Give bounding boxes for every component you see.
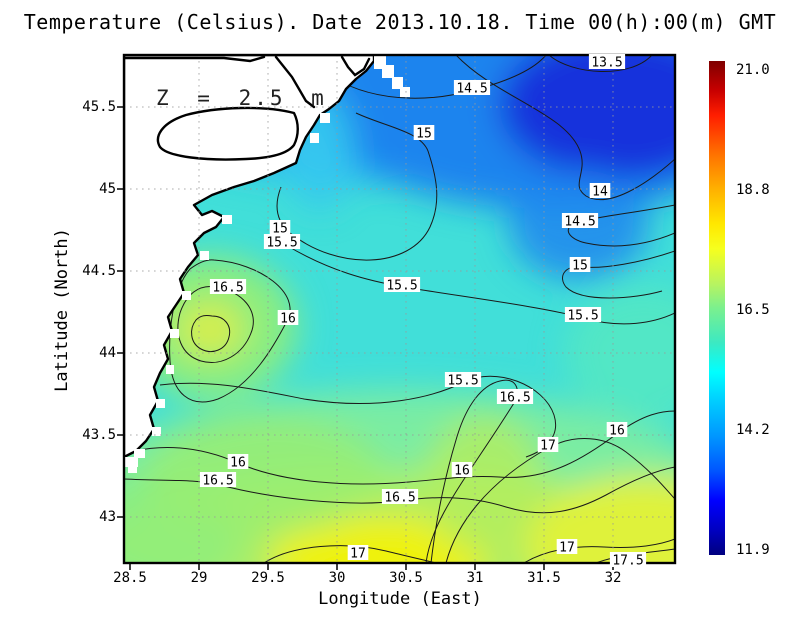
contour-label: 16.5 bbox=[499, 391, 530, 406]
contour-label: 15.5 bbox=[567, 309, 598, 324]
x-axis-label: Longitude (East) bbox=[318, 589, 482, 609]
y-tick-label: 43 bbox=[99, 509, 116, 525]
contour-label: 15 bbox=[572, 259, 588, 274]
contour-label: 16 bbox=[454, 464, 470, 479]
contour-label-bg bbox=[383, 277, 421, 292]
x-tick-label: 31 bbox=[466, 570, 484, 586]
contour-label-bg bbox=[347, 545, 369, 560]
contour-label-bg bbox=[269, 220, 291, 235]
contour-label: 14.5 bbox=[456, 82, 487, 97]
contour-label-bg bbox=[556, 539, 578, 554]
contour-label-bg bbox=[537, 437, 559, 452]
contour-label: 16.5 bbox=[384, 491, 415, 506]
contour-label-bg bbox=[277, 310, 299, 325]
contour-label: 17 bbox=[350, 547, 366, 562]
contour-label: 16 bbox=[230, 456, 246, 471]
depth-annotation: Z = 2.5 m bbox=[156, 86, 327, 110]
contour-label-bg bbox=[413, 125, 435, 140]
contour-label-bg bbox=[609, 552, 647, 567]
contour-label-bg bbox=[569, 257, 591, 272]
no-data-cells bbox=[124, 55, 410, 473]
contour-label: 17.5 bbox=[612, 554, 643, 569]
contour-label: 14 bbox=[592, 185, 608, 200]
plot-title: Temperature (Celsius). Date 2013.10.18. … bbox=[23, 10, 777, 34]
contour-label-bg bbox=[227, 454, 249, 469]
gridlines bbox=[124, 55, 675, 563]
colorbar bbox=[709, 61, 725, 555]
contour-label-bg bbox=[588, 54, 626, 69]
contour-label-bg bbox=[496, 389, 534, 404]
x-tick-label: 30.5 bbox=[389, 570, 423, 586]
contour-labels: 13.514.5151414.5151515.516.51615.515.515… bbox=[199, 54, 647, 569]
contour-label-bg bbox=[209, 279, 247, 294]
contour-label: 16 bbox=[280, 312, 296, 327]
colorbar-tick-label: 18.8 bbox=[736, 182, 770, 198]
x-tick-label: 32 bbox=[604, 570, 622, 586]
contour-label-bg bbox=[263, 234, 301, 249]
contour-label: 15 bbox=[272, 222, 288, 237]
contour-label-bg bbox=[589, 183, 611, 198]
contour-label: 16 bbox=[609, 424, 625, 439]
contour-label: 15 bbox=[416, 127, 432, 142]
plot-frame bbox=[122, 53, 677, 565]
y-tick-label: 44 bbox=[99, 345, 116, 361]
x-tick-label: 28.5 bbox=[113, 570, 147, 586]
x-tick-label: 29.5 bbox=[251, 570, 285, 586]
contour-label-bg bbox=[606, 422, 628, 437]
y-axis-label-text: Latitude (North) bbox=[52, 228, 72, 392]
contour-label-bg bbox=[381, 489, 419, 504]
contour-label: 16.5 bbox=[202, 474, 233, 489]
contour-label: 16.5 bbox=[212, 281, 243, 296]
y-tick-label: 43.5 bbox=[82, 427, 116, 443]
contour-label-bg bbox=[561, 213, 599, 228]
y-tick-label: 45.5 bbox=[82, 99, 116, 115]
contour-label: 15.5 bbox=[386, 279, 417, 294]
contour-lines bbox=[124, 55, 675, 563]
contour-label: 15.5 bbox=[266, 236, 297, 251]
colorbar-tick-label: 16.5 bbox=[736, 302, 770, 318]
colorbar-tick-label: 14.2 bbox=[736, 422, 770, 438]
x-tick-label: 31.5 bbox=[527, 570, 561, 586]
y-tick-label: 44.5 bbox=[82, 263, 116, 279]
colorbar-tick-label: 21.0 bbox=[736, 62, 770, 78]
contour-label: 14.5 bbox=[564, 215, 595, 230]
contour-label-bg bbox=[453, 80, 491, 95]
x-tick-label: 30 bbox=[328, 570, 346, 586]
y-tick-label: 45 bbox=[99, 181, 116, 197]
contour-label: 17 bbox=[540, 439, 556, 454]
contour-label: 13.5 bbox=[591, 56, 622, 71]
contour-label: 17 bbox=[559, 541, 575, 556]
contour-label-bg bbox=[451, 462, 473, 477]
colorbar-tick-label: 11.9 bbox=[736, 542, 770, 558]
contour-label: 15.5 bbox=[447, 374, 478, 389]
x-tick-label: 29 bbox=[190, 570, 208, 586]
land-coastline bbox=[124, 55, 410, 473]
axis-ticks bbox=[117, 106, 614, 570]
contour-label-bg bbox=[199, 472, 237, 487]
contour-label-bg bbox=[564, 307, 602, 322]
contour-label-bg bbox=[444, 372, 482, 387]
